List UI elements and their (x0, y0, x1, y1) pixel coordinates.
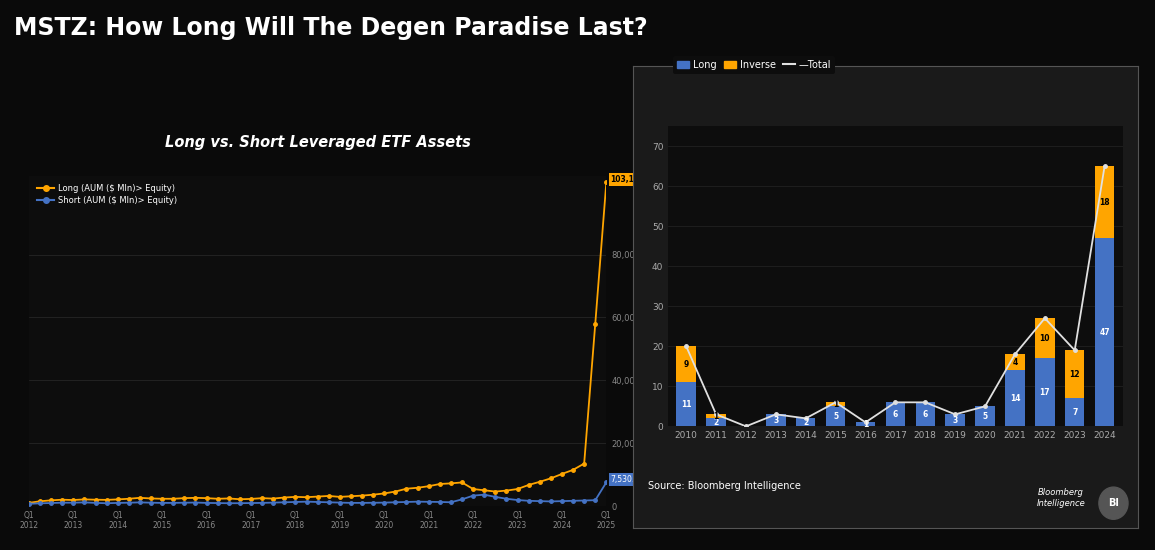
Text: 1: 1 (863, 420, 869, 429)
Bar (1035, 318, 1055, 358)
Text: 12: 12 (1070, 370, 1080, 379)
Text: 7,530.6730: 7,530.6730 (611, 475, 654, 485)
Text: 5: 5 (833, 412, 839, 421)
Bar (1005, 354, 1024, 370)
Text: BI: BI (1108, 498, 1119, 508)
Text: Bloomberg
Intelligence: Bloomberg Intelligence (1037, 488, 1086, 508)
Bar (1095, 166, 1115, 238)
Text: 3: 3 (773, 416, 778, 425)
Text: 14: 14 (1009, 394, 1020, 403)
Text: 6: 6 (923, 410, 927, 419)
Bar (766, 414, 785, 426)
Bar (1095, 238, 1115, 426)
Bar (1065, 398, 1085, 426)
Text: 9: 9 (684, 360, 688, 369)
Bar (886, 403, 906, 426)
Text: 103,145: 103,145 (611, 175, 644, 184)
Text: 2: 2 (714, 418, 718, 427)
Text: 11: 11 (681, 400, 692, 409)
Bar (856, 422, 875, 426)
Legend: Long (AUM ($ Mln)> Equity), Short (AUM ($ Mln)> Equity): Long (AUM ($ Mln)> Equity), Short (AUM (… (33, 180, 181, 209)
Bar (1065, 350, 1085, 398)
Bar (1035, 358, 1055, 426)
Text: 3: 3 (953, 416, 957, 425)
Text: 1: 1 (833, 400, 839, 409)
Text: 7: 7 (1072, 408, 1078, 417)
Bar (1005, 370, 1024, 426)
Bar (916, 403, 936, 426)
Bar (975, 406, 994, 426)
Text: 18: 18 (1100, 197, 1110, 207)
Text: 2: 2 (803, 418, 808, 427)
Text: 1: 1 (714, 412, 718, 421)
Bar (707, 419, 725, 426)
Bar (826, 403, 845, 406)
Bar (826, 406, 845, 426)
Text: MSTZ: How Long Will The Degen Paradise Last?: MSTZ: How Long Will The Degen Paradise L… (14, 16, 648, 41)
Text: Source: Bloomberg Intelligence: Source: Bloomberg Intelligence (648, 481, 800, 491)
Bar (677, 382, 696, 426)
Legend: Long, Inverse, —Total: Long, Inverse, —Total (673, 56, 835, 74)
Text: 10: 10 (1040, 334, 1050, 343)
Bar (796, 419, 815, 426)
Bar (707, 414, 725, 419)
Text: 4: 4 (1012, 358, 1018, 367)
Text: 5: 5 (983, 412, 988, 421)
Circle shape (1098, 487, 1128, 519)
Text: 6: 6 (893, 410, 899, 419)
Text: 47: 47 (1100, 328, 1110, 337)
Text: Long vs. Short Leveraged ETF Assets: Long vs. Short Leveraged ETF Assets (165, 135, 470, 151)
Bar (946, 414, 964, 426)
Bar (677, 346, 696, 382)
Text: 17: 17 (1040, 388, 1050, 397)
